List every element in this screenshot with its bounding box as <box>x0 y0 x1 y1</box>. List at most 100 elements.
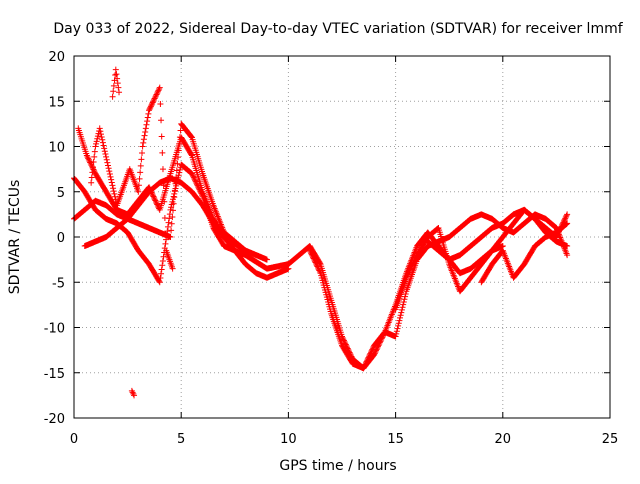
data-point <box>152 94 159 101</box>
data-point <box>167 234 174 240</box>
y-tick-label: 10 <box>48 141 65 156</box>
data-point <box>154 201 161 208</box>
data-point <box>165 219 172 226</box>
data-point <box>142 125 149 132</box>
data-point <box>148 102 155 109</box>
data-point <box>188 133 195 140</box>
data-point <box>109 182 116 189</box>
data-point <box>140 136 147 143</box>
data-point <box>168 227 175 234</box>
data-point <box>151 196 158 203</box>
data-point <box>151 194 158 201</box>
data-point <box>313 262 320 269</box>
data-point <box>97 131 104 138</box>
data-point <box>86 158 93 165</box>
data-point <box>166 211 173 218</box>
x-tick-label: 0 <box>70 432 78 447</box>
data-point <box>158 266 165 273</box>
data-point <box>174 160 181 167</box>
data-point <box>99 136 106 143</box>
data-point <box>141 132 148 139</box>
y-axis-label: SDTVAR / TECUs <box>7 180 23 295</box>
data-point <box>170 207 177 214</box>
y-tick-label: -15 <box>44 367 65 382</box>
data-point <box>93 140 100 147</box>
data-point <box>407 265 414 272</box>
data-point <box>110 188 117 195</box>
data-point <box>158 117 165 124</box>
data-point <box>406 268 413 275</box>
data-point <box>149 100 156 107</box>
data-point <box>129 389 136 396</box>
data-point <box>402 290 409 297</box>
data-point <box>411 257 418 264</box>
x-tick-label: 25 <box>602 432 619 447</box>
data-point <box>177 127 184 134</box>
data-point <box>564 220 571 227</box>
data-point <box>115 84 122 91</box>
data-point <box>137 169 144 176</box>
y-tick-label: 15 <box>48 95 65 110</box>
y-tick-label: -5 <box>52 276 65 291</box>
data-point <box>562 214 569 221</box>
data-point <box>154 90 161 97</box>
data-point <box>399 304 406 311</box>
data-point <box>365 354 372 361</box>
data-point <box>407 266 414 273</box>
data-point <box>397 312 404 319</box>
data-point <box>112 72 119 79</box>
data-point <box>114 75 121 82</box>
data-point <box>311 258 318 265</box>
data-point <box>138 149 145 156</box>
data-point <box>136 175 143 182</box>
data-point <box>135 182 142 189</box>
data-point <box>154 88 161 95</box>
data-point <box>309 252 316 259</box>
data-point <box>89 169 96 176</box>
data-point <box>104 159 111 166</box>
data-point <box>110 185 117 192</box>
data-point <box>114 80 121 87</box>
data-point <box>94 133 101 140</box>
data-point <box>344 344 351 351</box>
data-point <box>410 258 417 265</box>
data-point <box>168 204 175 211</box>
data-point <box>156 279 163 286</box>
data-point <box>563 212 570 219</box>
data-point <box>108 179 115 186</box>
data-point <box>149 192 156 199</box>
data-point <box>363 358 370 365</box>
data-point <box>170 193 177 200</box>
data-point <box>96 125 103 132</box>
data-point <box>308 251 315 258</box>
data-point <box>369 345 376 352</box>
data-point <box>189 171 196 178</box>
data-point <box>340 336 347 343</box>
data-point <box>393 330 400 337</box>
data-point <box>364 357 371 364</box>
data-point <box>396 317 403 324</box>
data-point <box>564 252 571 259</box>
data-point <box>156 86 163 93</box>
data-point <box>157 274 164 281</box>
data-point <box>152 198 159 205</box>
data-point <box>398 309 405 316</box>
data-point <box>408 264 415 271</box>
data-point <box>161 214 168 221</box>
data-point <box>316 268 323 275</box>
data-point <box>153 91 160 98</box>
data-point <box>263 256 270 263</box>
data-point <box>367 350 374 357</box>
data-point <box>146 107 153 114</box>
data-point <box>84 153 91 160</box>
data-point <box>176 166 183 173</box>
data-point <box>155 87 162 94</box>
data-point <box>560 218 567 225</box>
data-point <box>93 138 100 145</box>
data-point <box>161 198 168 205</box>
data-point <box>192 178 199 185</box>
data-point <box>160 253 167 260</box>
data-point <box>150 98 157 105</box>
data-point <box>106 170 113 177</box>
data-point <box>158 270 165 277</box>
